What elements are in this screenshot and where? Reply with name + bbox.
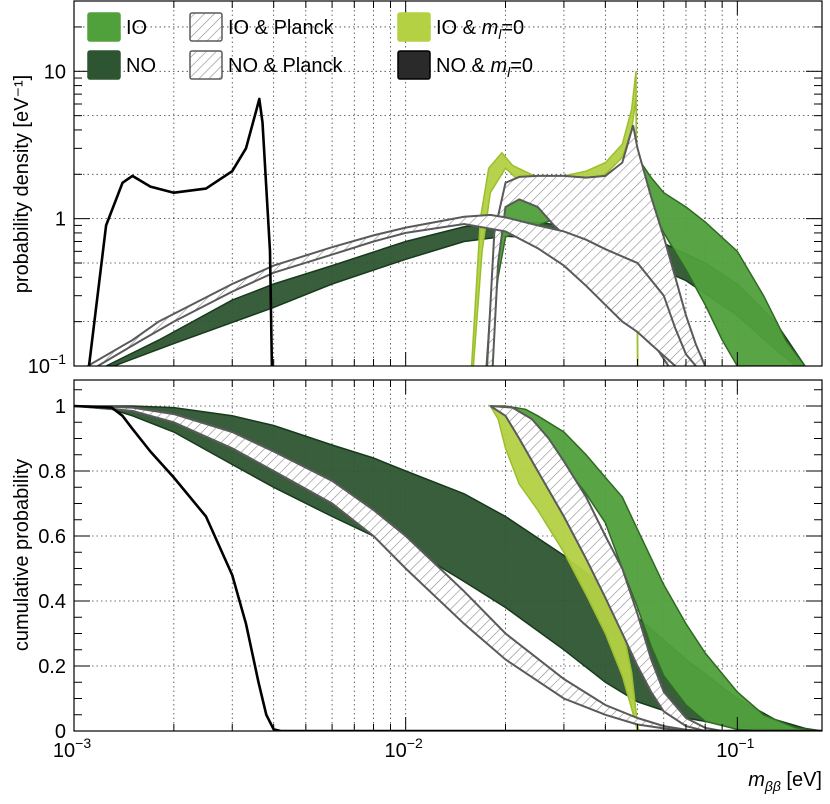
density-frame	[73, 0, 823, 367]
series-no-planck-lower	[74, 405, 687, 731]
legend-label: NO & Planck	[228, 55, 343, 77]
cumulative-ylabel: cumulative probability	[11, 459, 33, 651]
series-io-planck-upper	[486, 125, 707, 366]
y-tick-label: 0.4	[38, 591, 66, 613]
legend-label: NO	[126, 55, 156, 77]
legend-swatch	[87, 50, 121, 80]
series-io-planck-fill	[490, 406, 723, 731]
series-io-planck-upper	[490, 405, 723, 731]
legend-item: NO & Planck	[189, 50, 343, 80]
y-tick-label: 0	[55, 721, 66, 743]
legend-item: IO	[87, 12, 147, 42]
legend-item: IO & ml=0	[397, 12, 524, 42]
legend-item: NO & ml=0	[397, 50, 533, 80]
legend-label: IO & Planck	[228, 17, 335, 39]
series-no-m-0	[87, 97, 274, 366]
cumulative-ticks: 0 0.2 0.4 0.6 0.8 1 10−3 10−2 10−1	[38, 380, 822, 762]
series-no-m-0	[74, 404, 822, 731]
series-no	[105, 221, 806, 366]
x-tick-label: 10−1	[716, 735, 754, 762]
density-ylabel: probability density [eV⁻¹]	[11, 75, 33, 293]
series-no-planck-upper	[74, 405, 706, 731]
density-panel: 10−1 1 10 probability density [eV⁻¹]	[11, 0, 823, 378]
legend-label: IO & ml=0	[436, 17, 524, 42]
density-ylabel-main: probability density [eV⁻¹]	[11, 75, 33, 293]
y-tick-label: 10−1	[28, 351, 66, 378]
legend-item: IO & Planck	[189, 12, 335, 42]
y-tick-label: 1	[55, 209, 66, 231]
legend-swatch	[397, 50, 431, 80]
legend-swatch	[189, 50, 223, 80]
series-no-planck-lower	[97, 222, 676, 366]
series-no-planck-upper	[87, 213, 697, 366]
legend-label: NO & ml=0	[436, 55, 533, 80]
xlabel: mββ [eV]	[748, 769, 822, 794]
series-io-m-0	[470, 71, 639, 366]
legend-swatch	[397, 12, 431, 42]
y-tick-label: 0.2	[38, 656, 66, 678]
legend-item: NO	[87, 50, 156, 80]
x-tick-label: 10−3	[53, 735, 91, 762]
density-ticks: 10−1 1 10	[28, 0, 822, 378]
x-tick-label: 10−2	[385, 735, 423, 762]
cumulative-panel: 0 0.2 0.4 0.6 0.8 1 10−3 10−2 10−1 cumulative pr…	[11, 379, 823, 794]
legend-swatch	[189, 12, 223, 42]
cumulative-series	[74, 404, 822, 731]
legend: IO NO IO & Planck NO & Planck IO & ml=0 NO & …	[87, 12, 533, 80]
y-tick-label: 1	[55, 396, 66, 418]
density-series	[87, 71, 806, 366]
series-io	[490, 405, 822, 731]
y-tick-label: 0.6	[38, 526, 66, 548]
legend-swatch	[87, 12, 121, 42]
series-io-planck-lower	[489, 405, 706, 731]
legend-label: IO	[126, 17, 147, 39]
y-tick-label: 10	[44, 61, 66, 83]
y-tick-label: 0.8	[38, 461, 66, 483]
cumulative-frame	[73, 379, 823, 732]
